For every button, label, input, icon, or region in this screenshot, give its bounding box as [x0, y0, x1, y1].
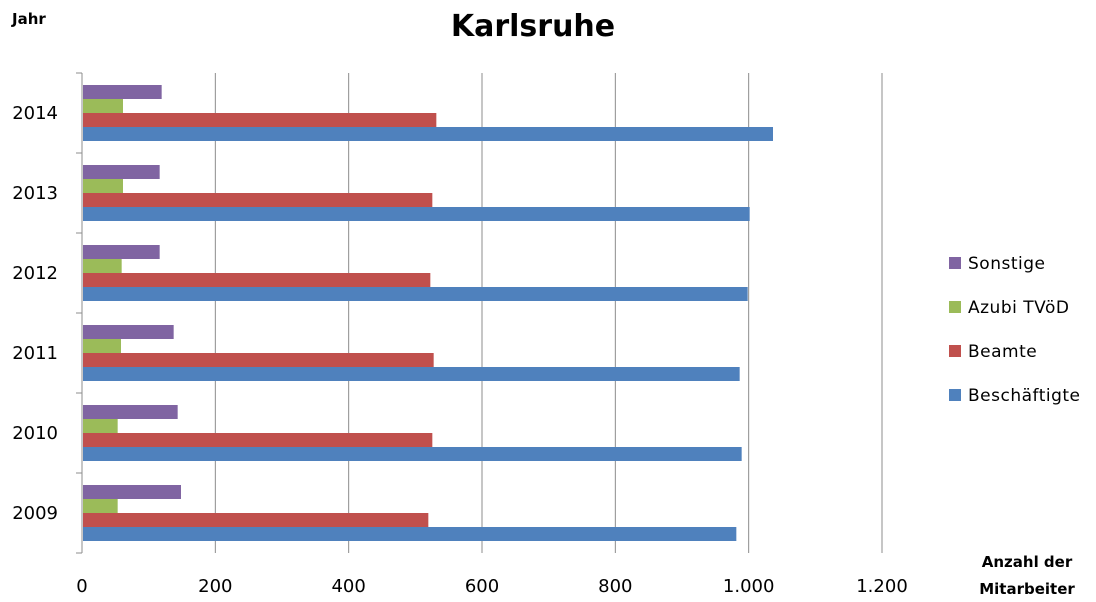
bar-2014-Azubi TVöD: [83, 99, 123, 113]
x-tick-label: 800: [598, 576, 632, 597]
bar-2012-Sonstige: [83, 245, 160, 259]
bar-2010-Beschäftigte: [83, 447, 742, 461]
axes: 0 200 400 600 800 1.000 1.200 2009 2010 2011 2012 2…: [12, 72, 908, 597]
y-tick-label-2014: 2014: [12, 103, 58, 124]
legend-swatch-Beamte: [949, 345, 961, 357]
bar-2011-Beschäftigte: [83, 367, 740, 381]
bar-2013-Beschäftigte: [83, 207, 750, 221]
x-axis-title-line-2: Mitarbeiter: [979, 580, 1075, 598]
legend-swatch-Azubi TVöD: [949, 301, 961, 313]
legend-label-Azubi TVöD: Azubi TVöD: [968, 298, 1069, 318]
legend-swatch-Beschäftigte: [949, 389, 961, 401]
y-tick-label-2013: 2013: [12, 183, 58, 204]
bar-2011-Beamte: [83, 353, 434, 367]
x-tick-label: 400: [331, 576, 365, 597]
bar-2009-Beamte: [83, 513, 429, 527]
y-axis-title: Jahr: [11, 10, 46, 28]
x-tick-label: 1.000: [723, 576, 775, 597]
legend-swatch-Sonstige: [949, 257, 961, 269]
legend-label-Beschäftigte: Beschäftigte: [968, 386, 1081, 406]
chart-title: Karlsruhe: [451, 9, 615, 44]
x-tick-label: 200: [198, 576, 232, 597]
bar-2012-Azubi TVöD: [83, 259, 122, 273]
bar-2009-Azubi TVöD: [83, 499, 118, 513]
bar-2011-Azubi TVöD: [83, 339, 121, 353]
bar-2013-Azubi TVöD: [83, 179, 123, 193]
bar-2010-Sonstige: [83, 405, 178, 419]
x-axis-title-line-1: Anzahl der: [982, 553, 1073, 571]
legend-label-Sonstige: Sonstige: [968, 254, 1045, 274]
bar-2014-Sonstige: [83, 85, 162, 99]
bar-2012-Beamte: [83, 273, 431, 287]
x-tick-label: 1.200: [856, 576, 908, 597]
bar-2013-Sonstige: [83, 165, 160, 179]
y-tick-label-2010: 2010: [12, 423, 58, 444]
y-tick-label-2011: 2011: [12, 343, 58, 364]
bar-2013-Beamte: [83, 193, 433, 207]
bar-2014-Beschäftigte: [83, 127, 773, 141]
bar-2014-Beamte: [83, 113, 437, 127]
y-tick-label-2012: 2012: [12, 263, 58, 284]
x-tick-label: 600: [465, 576, 499, 597]
x-tick-label: 0: [76, 576, 87, 597]
grid-lines: [214, 73, 883, 553]
legend-label-Beamte: Beamte: [968, 342, 1037, 362]
bars: [83, 85, 773, 541]
bar-2009-Sonstige: [83, 485, 181, 499]
bar-2009-Beschäftigte: [83, 527, 737, 541]
y-tick-label-2009: 2009: [12, 503, 58, 524]
bar-2010-Azubi TVöD: [83, 419, 118, 433]
bar-2011-Sonstige: [83, 325, 174, 339]
bar-2010-Beamte: [83, 433, 433, 447]
bar-2012-Beschäftigte: [83, 287, 748, 301]
legend: Sonstige Azubi TVöD Beamte Beschäftigte: [949, 254, 1081, 406]
